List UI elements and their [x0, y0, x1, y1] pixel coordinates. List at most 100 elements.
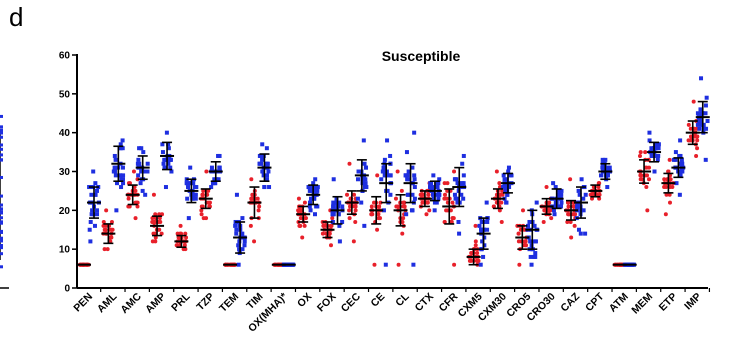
data-point: [184, 235, 189, 240]
data-point: [315, 188, 320, 193]
data-point: [516, 231, 521, 236]
left-panel-point: [0, 207, 3, 211]
data-point: [455, 196, 460, 201]
error-bars: [77, 100, 710, 266]
data-point: [309, 196, 314, 201]
data-point: [137, 161, 142, 166]
data-point: [396, 262, 401, 267]
data-point: [347, 161, 352, 166]
data-point: [313, 177, 318, 182]
data-point: [379, 177, 384, 182]
data-point: [372, 262, 377, 267]
data-point: [264, 146, 269, 151]
data-point: [697, 126, 702, 131]
left-panel-point: [0, 246, 3, 250]
data-point: [673, 150, 678, 155]
data-point: [308, 208, 313, 213]
y-tick-label: 0: [64, 284, 70, 295]
data-point: [699, 119, 704, 124]
data-point: [199, 208, 204, 213]
data-point: [260, 157, 265, 162]
data-point: [331, 212, 336, 217]
data-point: [559, 200, 564, 205]
data-point: [430, 185, 435, 190]
data-point: [524, 243, 529, 248]
data-point: [655, 157, 660, 162]
data-point: [603, 157, 608, 162]
left-panel-point: [0, 244, 3, 248]
data-point: [606, 165, 611, 170]
data-point: [569, 235, 574, 240]
data-point: [475, 258, 480, 263]
data-point: [577, 192, 582, 197]
data-point: [184, 181, 189, 186]
data-point: [678, 138, 683, 143]
data-point: [302, 200, 307, 205]
data-point: [410, 208, 415, 213]
data-point: [200, 204, 205, 209]
data-point: [691, 99, 696, 104]
data-point: [296, 196, 301, 201]
data-point: [698, 107, 703, 112]
data-point: [260, 142, 265, 147]
data-point: [528, 239, 533, 244]
data-point: [89, 192, 94, 197]
data-point: [119, 185, 124, 190]
left-panel-point: [0, 194, 3, 198]
data-point: [453, 196, 458, 201]
data-point: [139, 146, 144, 151]
data-point: [127, 181, 132, 186]
data-point: [102, 227, 107, 232]
data-point: [406, 192, 411, 197]
data-point: [649, 146, 654, 151]
data-point: [401, 204, 406, 209]
data-point: [507, 185, 512, 190]
left-panel-point: [0, 229, 3, 233]
data-point: [377, 204, 382, 209]
category-label: ETP: [657, 291, 680, 314]
data-point: [135, 204, 140, 209]
left-panel-point: [0, 210, 3, 214]
data-point: [703, 111, 708, 116]
data-point: [134, 200, 139, 205]
data-point: [404, 212, 409, 217]
data-point: [529, 262, 534, 267]
data-point: [405, 177, 410, 182]
data-point: [240, 247, 245, 252]
data-point: [90, 208, 95, 213]
data-point: [166, 157, 171, 162]
data-point: [664, 185, 669, 190]
data-point: [381, 165, 386, 170]
left-panel-point: [0, 252, 3, 256]
data-point: [583, 192, 588, 197]
data-point: [306, 185, 311, 190]
data-point: [178, 223, 183, 228]
data-point: [135, 177, 140, 182]
data-point: [217, 165, 222, 170]
panel-label: d: [9, 2, 24, 32]
data-point: [388, 173, 393, 178]
data-point: [363, 165, 368, 170]
category-label: CTX: [413, 291, 436, 314]
category-label: CPT: [583, 290, 607, 314]
data-point: [505, 192, 510, 197]
data-point: [331, 200, 336, 205]
data-point: [337, 223, 342, 228]
data-point: [666, 169, 671, 174]
data-point: [383, 262, 388, 267]
data-point: [477, 223, 482, 228]
left-panel-point: [0, 239, 3, 243]
data-point: [705, 119, 710, 124]
data-point: [112, 165, 117, 170]
data-point: [115, 181, 120, 186]
data-point: [315, 204, 320, 209]
data-point: [212, 177, 217, 182]
data-point: [267, 185, 272, 190]
data-point: [457, 231, 462, 236]
data-point: [431, 196, 436, 201]
data-point: [701, 126, 706, 131]
data-point: [375, 173, 380, 178]
data-point: [455, 200, 460, 205]
data-point: [357, 169, 362, 174]
data-point: [467, 258, 472, 263]
